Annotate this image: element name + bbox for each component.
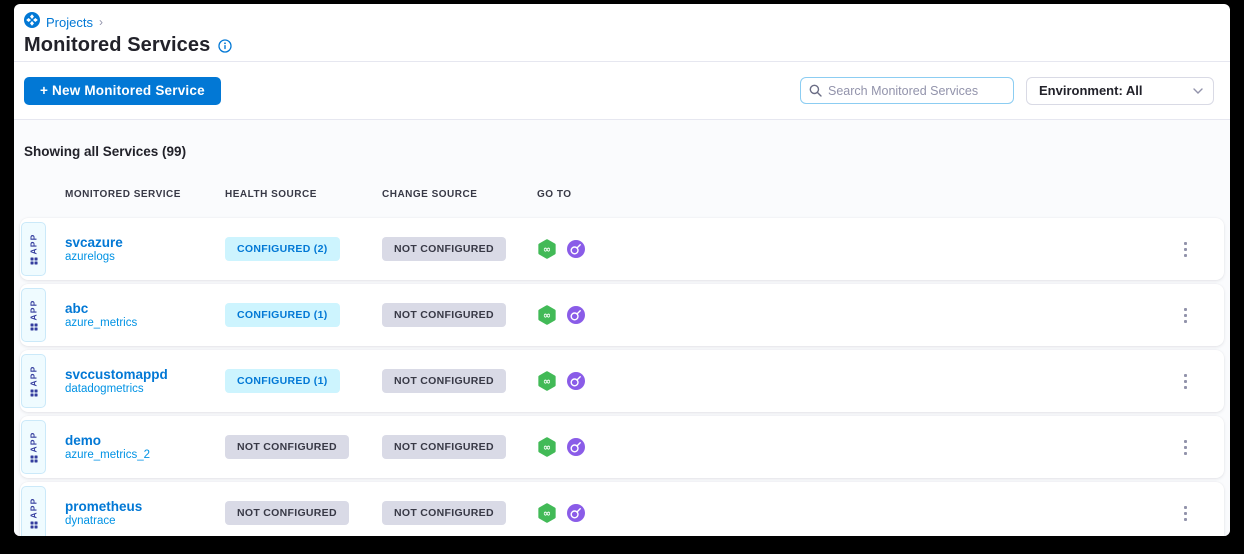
svg-text:∞: ∞ — [543, 310, 551, 321]
new-monitored-service-button[interactable]: + New Monitored Service — [24, 76, 221, 105]
change-source-badge: NOT CONFIGURED — [382, 501, 506, 525]
srm-module-icon[interactable] — [566, 239, 586, 259]
srm-module-icon[interactable] — [566, 305, 586, 325]
table-row[interactable]: APP svcazure azurelogs CONFIGURED (2) NO… — [20, 218, 1224, 280]
cd-module-icon[interactable]: ∞ — [537, 371, 557, 391]
service-identifier: azure_metrics — [65, 317, 138, 329]
row-options-menu[interactable] — [1180, 370, 1191, 393]
row-options-menu[interactable] — [1180, 502, 1191, 525]
service-name-link[interactable]: abc — [65, 301, 89, 316]
srm-module-icon[interactable] — [566, 371, 586, 391]
svg-text:∞: ∞ — [543, 244, 551, 255]
change-source-badge: NOT CONFIGURED — [382, 303, 506, 327]
row-options-menu[interactable] — [1180, 238, 1191, 261]
app-tag-label: APP — [28, 365, 39, 387]
services-list-section: Showing all Services (99) MONITORED SERV… — [14, 120, 1230, 536]
app-tag-label: APP — [28, 299, 39, 321]
app-type-tag: APP — [21, 222, 46, 276]
column-header-change-source: CHANGE SOURCE — [382, 189, 478, 200]
column-header-health-source: HEALTH SOURCE — [225, 189, 317, 200]
table-row[interactable]: APP prometheus dynatrace NOT CONFIGURED … — [20, 482, 1224, 536]
table-row[interactable]: APP demo azure_metrics_2 NOT CONFIGURED … — [20, 416, 1224, 478]
monitored-services-page: Projects › Monitored Services + New Moni… — [14, 4, 1230, 536]
svg-text:∞: ∞ — [543, 508, 551, 519]
app-grid-icon — [30, 323, 38, 331]
chevron-down-icon — [1193, 87, 1203, 94]
app-grid-icon — [30, 257, 38, 265]
cd-module-icon[interactable]: ∞ — [537, 437, 557, 457]
app-tag-label: APP — [28, 431, 39, 453]
health-source-badge: CONFIGURED (1) — [225, 369, 340, 393]
page-title: Monitored Services — [24, 34, 211, 56]
search-icon — [809, 84, 822, 97]
row-options-menu[interactable] — [1180, 304, 1191, 327]
table-row[interactable]: APP abc azure_metrics CONFIGURED (1) NOT… — [20, 284, 1224, 346]
cd-module-icon[interactable]: ∞ — [537, 503, 557, 523]
breadcrumb-separator: › — [98, 15, 103, 29]
table-header-row: MONITORED SERVICE HEALTH SOURCE CHANGE S… — [65, 189, 1230, 200]
app-type-tag: APP — [21, 486, 46, 536]
column-header-monitored-service: MONITORED SERVICE — [65, 189, 181, 200]
info-icon[interactable] — [218, 38, 232, 53]
app-type-tag: APP — [21, 420, 46, 474]
health-source-badge: NOT CONFIGURED — [225, 435, 349, 459]
service-identifier: azure_metrics_2 — [65, 449, 151, 461]
table-row[interactable]: APP svccustomappd datadogmetrics CONFIGU… — [20, 350, 1224, 412]
service-identifier: datadogmetrics — [65, 383, 144, 395]
app-tag-label: APP — [28, 497, 39, 519]
change-source-badge: NOT CONFIGURED — [382, 369, 506, 393]
cd-module-icon[interactable]: ∞ — [537, 305, 557, 325]
app-grid-icon — [30, 389, 38, 397]
row-options-menu[interactable] — [1180, 436, 1191, 459]
svg-text:∞: ∞ — [543, 442, 551, 453]
service-name-link[interactable]: demo — [65, 433, 102, 448]
search-box[interactable] — [800, 77, 1014, 104]
environment-filter-dropdown[interactable]: Environment: All — [1026, 76, 1214, 105]
health-source-badge: CONFIGURED (2) — [225, 237, 340, 261]
health-source-badge: NOT CONFIGURED — [225, 501, 349, 525]
service-name-link[interactable]: prometheus — [65, 499, 143, 514]
service-identifier: dynatrace — [65, 515, 116, 527]
service-name-link[interactable]: svcazure — [65, 235, 123, 250]
srm-module-icon[interactable] — [566, 437, 586, 457]
services-list: APP svcazure azurelogs CONFIGURED (2) NO… — [14, 218, 1230, 536]
app-type-tag: APP — [21, 354, 46, 408]
cd-module-icon[interactable]: ∞ — [537, 239, 557, 259]
srm-module-icon[interactable] — [566, 503, 586, 523]
svg-text:∞: ∞ — [543, 376, 551, 387]
service-name-link[interactable]: svccustomappd — [65, 367, 168, 382]
page-header: Projects › Monitored Services — [14, 4, 1230, 62]
change-source-badge: NOT CONFIGURED — [382, 237, 506, 261]
app-type-tag: APP — [21, 288, 46, 342]
breadcrumb: Projects › — [24, 11, 1206, 33]
toolbar: + New Monitored Service Environment: All — [14, 62, 1230, 120]
services-count-summary: Showing all Services (99) — [24, 144, 187, 159]
projects-icon — [24, 11, 40, 33]
app-tag-label: APP — [28, 233, 39, 255]
health-source-badge: CONFIGURED (1) — [225, 303, 340, 327]
search-input[interactable] — [828, 83, 1005, 98]
change-source-badge: NOT CONFIGURED — [382, 435, 506, 459]
service-identifier: azurelogs — [65, 251, 115, 263]
app-grid-icon — [30, 455, 38, 463]
app-grid-icon — [30, 521, 38, 529]
environment-filter-value: Environment: All — [1039, 83, 1143, 98]
column-header-go-to: GO TO — [537, 189, 572, 200]
breadcrumb-projects-link[interactable]: Projects — [46, 14, 93, 30]
